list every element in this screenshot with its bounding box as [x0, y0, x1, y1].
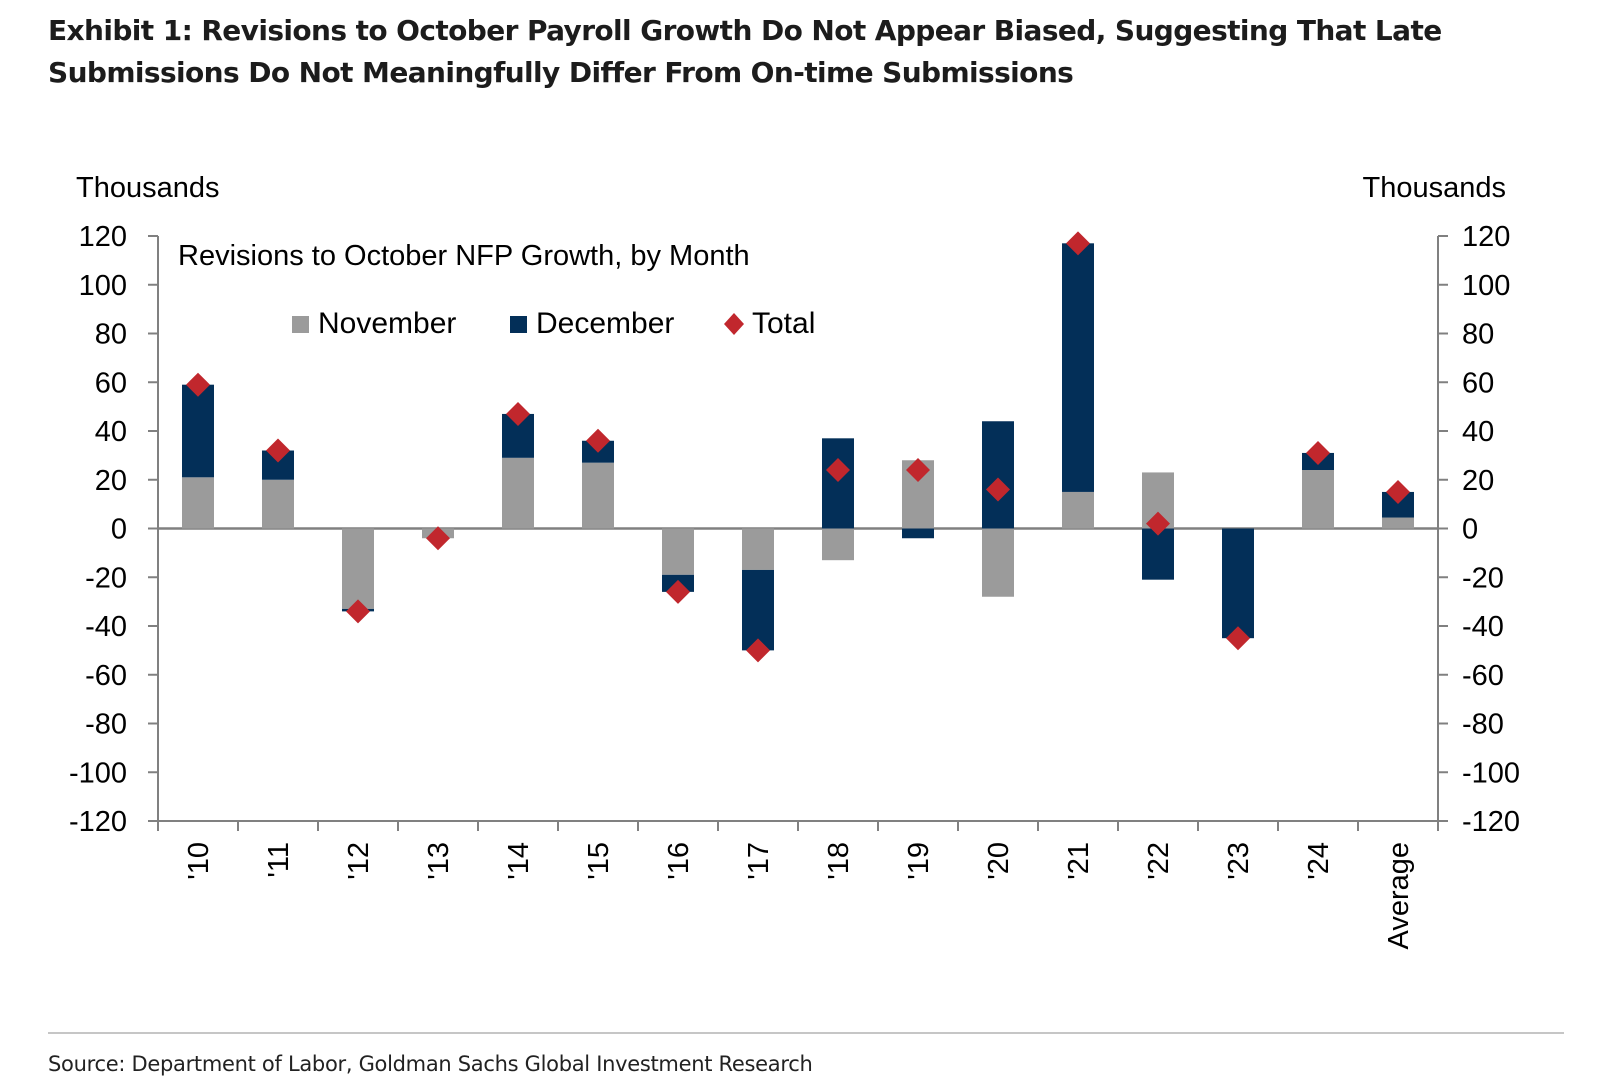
legend-label-november: November	[318, 307, 456, 340]
legend-label-total: Total	[752, 307, 815, 340]
exhibit-title-line-1: Exhibit 1: Revisions to October Payroll …	[48, 14, 1442, 47]
total-diamond-marker	[266, 438, 290, 463]
right-y-tick-label: 40	[1462, 416, 1494, 448]
left-y-tick-label: 80	[95, 319, 127, 351]
bar-november	[502, 457, 534, 529]
total-diamond-marker	[1306, 440, 1330, 465]
right-y-tick-label: -100	[1462, 757, 1520, 789]
x-tick-label: '11	[263, 842, 295, 878]
left-y-tick-label: -120	[69, 806, 127, 838]
total-diamond-marker	[426, 526, 450, 551]
total-diamond-marker	[666, 579, 690, 604]
legend-swatch-total-diamond	[724, 313, 744, 335]
footer-divider	[48, 1032, 1564, 1034]
x-tick-label: '13	[423, 842, 455, 880]
left-y-tick-label: 40	[95, 416, 127, 448]
bar-december	[1062, 243, 1094, 492]
total-diamond-marker	[906, 458, 930, 482]
chart-legend: November December Total	[292, 307, 815, 340]
total-diamond-marker	[1146, 511, 1170, 536]
total-diamond-marker	[1226, 626, 1250, 651]
right-y-tick-label: 0	[1462, 514, 1478, 546]
left-y-tick-label: 100	[79, 270, 127, 302]
x-tick-label: '23	[1223, 842, 1255, 880]
total-diamond-marker	[346, 599, 370, 624]
bar-december	[742, 569, 774, 651]
bar-december	[1222, 528, 1254, 639]
y-axis-label-right: Thousands	[1363, 172, 1507, 204]
bar-december	[182, 384, 214, 478]
bar-november	[662, 528, 694, 575]
left-y-tick-label: -100	[69, 757, 127, 789]
left-y-tick-label: -60	[85, 660, 127, 692]
bar-december	[1142, 528, 1174, 580]
left-y-tick-label: 120	[79, 221, 127, 253]
x-tick-label: '19	[903, 842, 935, 880]
chart-bars	[182, 243, 1414, 651]
x-tick-label: '10	[183, 842, 215, 880]
source-note: Source: Department of Labor, Goldman Sac…	[48, 1052, 813, 1076]
legend-swatch-november	[292, 316, 309, 333]
bar-november	[1062, 491, 1094, 529]
bar-november	[1302, 470, 1334, 529]
x-tick-label: '14	[503, 842, 535, 880]
right-y-tick-label: -40	[1462, 611, 1504, 643]
bar-december	[902, 528, 934, 539]
right-y-tick-label: 100	[1462, 270, 1510, 302]
right-y-tick-label: -20	[1462, 562, 1504, 594]
bar-november	[1382, 517, 1414, 529]
right-y-tick-label: -80	[1462, 709, 1504, 741]
bar-november	[582, 462, 614, 529]
x-tick-label: Average	[1383, 842, 1415, 950]
right-y-tick-label: -120	[1462, 806, 1520, 838]
left-y-tick-label: 0	[111, 514, 127, 546]
x-tick-label: '16	[663, 842, 695, 880]
chart-axes: 120 120 100 100 80 80 60 60 40 40 20 20 0 0 -20 -20 -40 -…	[69, 221, 1520, 950]
left-y-tick-label: 60	[95, 367, 127, 399]
bar-november	[982, 528, 1014, 597]
bar-november	[182, 477, 214, 529]
right-y-tick-label: -60	[1462, 660, 1504, 692]
chart-total-markers	[186, 231, 1410, 663]
left-y-tick-label: -20	[85, 562, 127, 594]
bar-november	[342, 528, 374, 609]
total-diamond-marker	[586, 428, 610, 453]
bar-november	[822, 528, 854, 561]
left-y-tick-label: -80	[85, 709, 127, 741]
right-y-tick-label: 20	[1462, 465, 1494, 497]
legend-label-december: December	[536, 307, 674, 340]
bar-november	[262, 479, 294, 529]
total-diamond-marker	[506, 401, 530, 426]
total-diamond-marker	[1066, 231, 1090, 256]
x-tick-label: '17	[743, 842, 775, 880]
total-diamond-marker	[1386, 479, 1410, 504]
bar-december	[822, 438, 854, 529]
total-diamond-marker	[746, 638, 770, 663]
right-y-tick-label: 60	[1462, 367, 1494, 399]
x-tick-label: '21	[1063, 842, 1095, 880]
legend-swatch-december	[510, 316, 527, 333]
total-diamond-marker	[986, 477, 1010, 502]
left-y-tick-label: 20	[95, 465, 127, 497]
x-tick-label: '22	[1143, 842, 1175, 880]
chart-inner-title: Revisions to October NFP Growth, by Mont…	[178, 240, 750, 272]
x-tick-label: '24	[1303, 842, 1335, 880]
exhibit-title-line-2: Submissions Do Not Meaningfully Differ F…	[48, 56, 1074, 89]
left-y-tick-label: -40	[85, 611, 127, 643]
total-diamond-marker	[186, 372, 210, 397]
total-diamond-marker	[826, 458, 850, 482]
bar-november	[742, 528, 774, 570]
x-tick-label: '18	[823, 842, 855, 880]
exhibit-title: Exhibit 1: Revisions to October Payroll …	[48, 10, 1588, 94]
bar-december	[982, 421, 1014, 529]
x-tick-label: '15	[583, 842, 615, 880]
x-tick-label: '20	[983, 842, 1015, 880]
y-axis-label-left: Thousands	[76, 172, 220, 204]
right-y-tick-label: 120	[1462, 221, 1510, 253]
right-y-tick-label: 80	[1462, 319, 1494, 351]
x-tick-label: '12	[343, 842, 375, 880]
